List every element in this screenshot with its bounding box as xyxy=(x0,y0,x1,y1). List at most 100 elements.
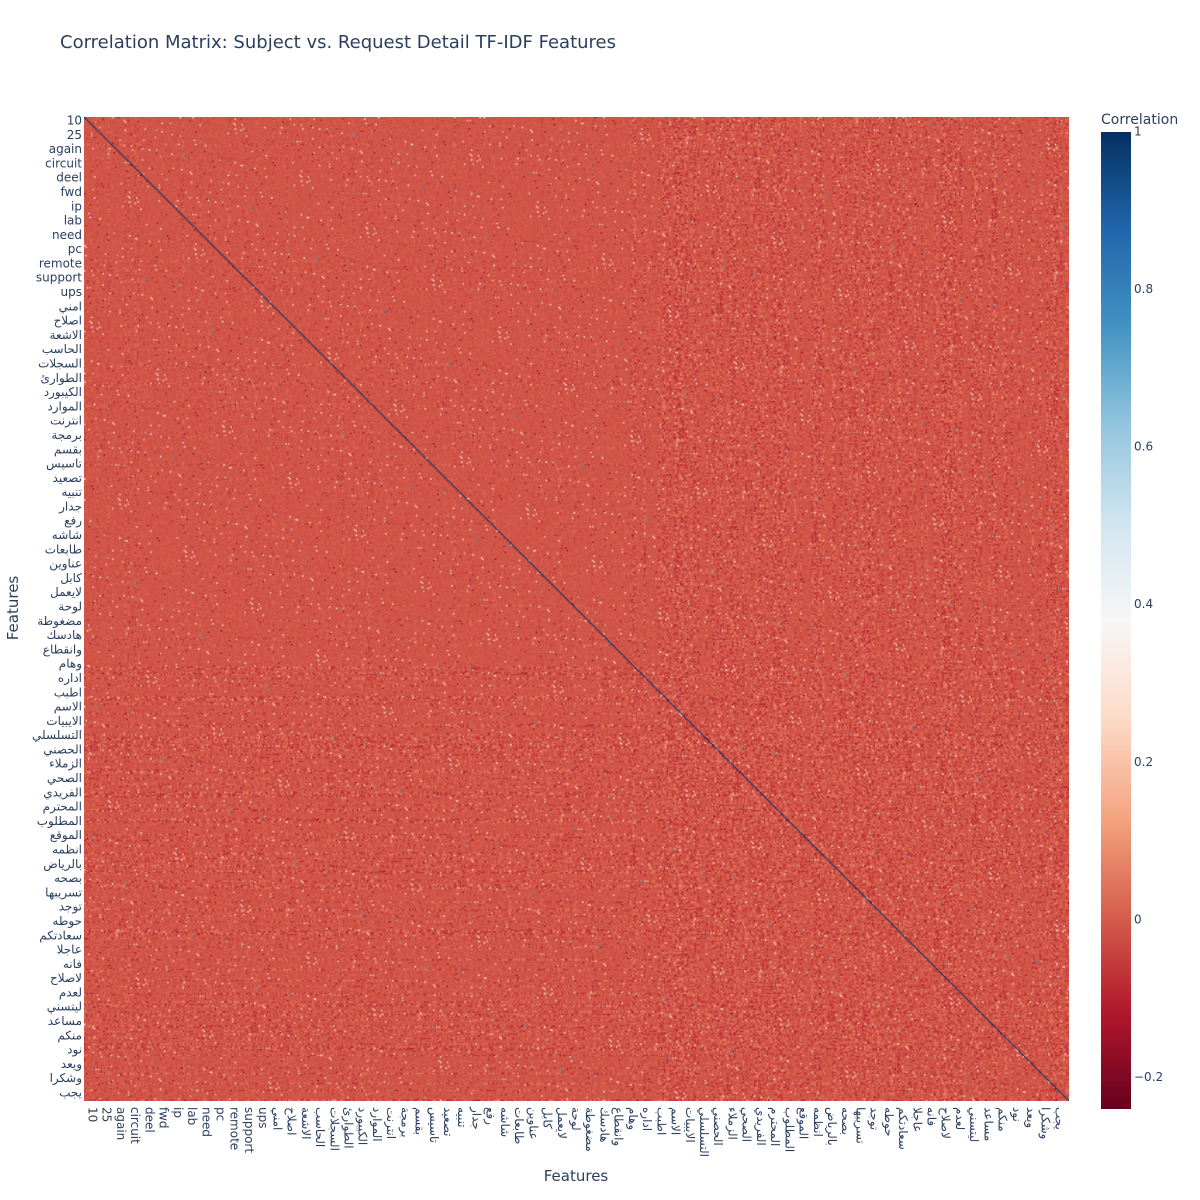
y-tick-label: طابعات xyxy=(45,542,82,556)
colorbar-gradient xyxy=(1101,132,1131,1109)
colorbar-title: Correlation xyxy=(1101,112,1178,128)
x-tick-label: اداره xyxy=(639,1107,654,1131)
y-tick-label: الصحي xyxy=(47,771,82,785)
y-tick-label: يجب xyxy=(59,1086,82,1100)
y-tick-label: remote xyxy=(39,256,82,270)
x-tick-label: الاشعة xyxy=(299,1107,313,1139)
x-tick-label: رفع xyxy=(483,1107,498,1125)
x-tick-label: انترنت xyxy=(383,1107,398,1139)
y-tick-label: lab xyxy=(64,214,82,228)
x-tick-label: بالرياض xyxy=(824,1107,839,1146)
x-tick-label: تاسيس xyxy=(426,1107,441,1143)
y-tick-label: الموقع xyxy=(50,828,82,843)
x-tick-label: اصلاح xyxy=(285,1107,299,1135)
y-tick-label: الاسم xyxy=(54,700,82,714)
y-tick-label: بقسم xyxy=(54,442,82,456)
y-tick-label: لعدم xyxy=(59,985,82,999)
y-tick-label: تصعيد xyxy=(53,471,82,485)
colorbar-ticks: −0.2 0 0.2 0.4 0.6 0.8 1 xyxy=(1134,125,1163,1084)
x-tick-label: need xyxy=(199,1107,213,1137)
x-tick-label: support xyxy=(242,1107,256,1153)
y-tick-label: فانه xyxy=(63,957,82,971)
y-tick-label: مساعد xyxy=(48,1014,82,1028)
y-axis-ticks: 1025againcircuitdeelfwdiplabneedpcremote… xyxy=(32,114,82,1100)
y-tick-label: الطوارئ xyxy=(40,371,82,386)
x-tick-label: منكم xyxy=(996,1107,1010,1132)
y-tick-label: again xyxy=(49,142,82,156)
y-tick-label: كابل xyxy=(60,571,82,585)
y-tick-label: pc xyxy=(68,242,82,256)
x-tick-label: fwd xyxy=(157,1107,171,1128)
colorbar-tick-label: 0.2 xyxy=(1134,755,1153,769)
x-tick-label: ip xyxy=(171,1107,185,1118)
y-tick-label: ip xyxy=(71,199,82,213)
y-tick-label: جدار xyxy=(58,499,82,514)
x-tick-label: ups xyxy=(256,1107,270,1128)
y-tick-label: برمجة xyxy=(51,428,82,443)
y-tick-label: عاجلا xyxy=(57,943,82,957)
x-tick-label: حوطه xyxy=(881,1107,896,1137)
colorbar-tick-label: 0.4 xyxy=(1134,597,1153,611)
y-tick-label: توجد xyxy=(59,900,82,915)
heatmap-plot-area xyxy=(84,117,1069,1101)
y-tick-label: انظمه xyxy=(52,843,82,857)
y-tick-label: مضغوطة xyxy=(37,614,82,629)
y-tick-label: fwd xyxy=(61,185,82,199)
y-tick-label: بصحه xyxy=(54,871,82,885)
x-axis-ticks: 10 25 again circuit deel fwd ip lab need pc remote… xyxy=(86,1106,1067,1157)
y-tick-label: support xyxy=(36,271,82,285)
x-tick-label: عناوين xyxy=(525,1107,540,1140)
x-tick-label: again xyxy=(114,1107,128,1140)
x-tick-label: لوحة xyxy=(568,1107,583,1131)
y-tick-label: need xyxy=(52,228,82,242)
y-tick-label: وهام xyxy=(59,657,82,672)
x-tick-label: سعادتكم xyxy=(896,1107,910,1150)
y-tick-label: circuit xyxy=(45,156,82,170)
y-tick-label: 10 xyxy=(67,114,82,128)
heatmap-cells xyxy=(84,117,1069,1101)
x-tick-label: انظمه xyxy=(811,1107,825,1137)
x-axis-title: Features xyxy=(544,1167,609,1185)
colorbar-tick-label: −0.2 xyxy=(1134,1070,1163,1084)
x-tick-label: عاجلا xyxy=(910,1107,924,1132)
y-tick-label: اداره xyxy=(58,671,82,686)
x-tick-label: كابل xyxy=(541,1107,555,1129)
x-tick-label: الموقع xyxy=(796,1107,811,1139)
x-tick-label: ليتسني xyxy=(967,1107,981,1142)
x-tick-label: الايبيات xyxy=(683,1107,697,1143)
y-tick-label: التسلسلي xyxy=(32,728,82,742)
x-tick-label: اطبب xyxy=(654,1107,668,1135)
y-tick-label: تسريبها xyxy=(45,885,82,900)
colorbar-tick-label: 0.8 xyxy=(1134,282,1153,296)
y-tick-label: اصلاح xyxy=(54,314,82,328)
x-tick-label: جدار xyxy=(468,1106,483,1130)
y-tick-label: المحترم xyxy=(43,800,82,815)
x-tick-label: توجد xyxy=(867,1107,882,1130)
y-tick-label: بالرياض xyxy=(43,857,82,872)
chart-title: Correlation Matrix: Subject vs. Request … xyxy=(60,32,616,53)
y-tick-label: انترنت xyxy=(50,414,82,429)
y-tick-label: الزملاء xyxy=(49,757,82,772)
x-tick-label: لعدم xyxy=(953,1107,967,1130)
x-tick-label: نود xyxy=(1009,1107,1024,1122)
x-tick-label: برمجة xyxy=(397,1107,412,1138)
x-tick-label: مضغوطة xyxy=(582,1107,597,1152)
x-tick-label: يجب xyxy=(1053,1107,1067,1130)
y-tick-label: امني xyxy=(59,299,82,313)
x-tick-label: تصعيد xyxy=(441,1107,455,1136)
x-tick-label: الموارد xyxy=(369,1107,384,1142)
y-tick-label: الكيبورد xyxy=(44,385,82,400)
x-tick-label: لايعمل xyxy=(555,1107,569,1139)
y-tick-label: لاصلاح xyxy=(50,971,82,985)
y-tick-label: السجلات xyxy=(38,357,82,371)
x-tick-label: تنبيه xyxy=(455,1107,469,1128)
y-tick-label: 25 xyxy=(67,128,82,142)
x-tick-label: deel xyxy=(142,1107,156,1133)
y-tick-label: وشكرا xyxy=(50,1071,82,1086)
x-tick-label: المحترم xyxy=(767,1107,782,1146)
y-tick-label: الفريدي xyxy=(43,785,82,800)
y-tick-label: نود xyxy=(67,1043,82,1058)
y-tick-label: deel xyxy=(56,171,82,185)
x-tick-label: الكيبورد xyxy=(355,1107,370,1145)
